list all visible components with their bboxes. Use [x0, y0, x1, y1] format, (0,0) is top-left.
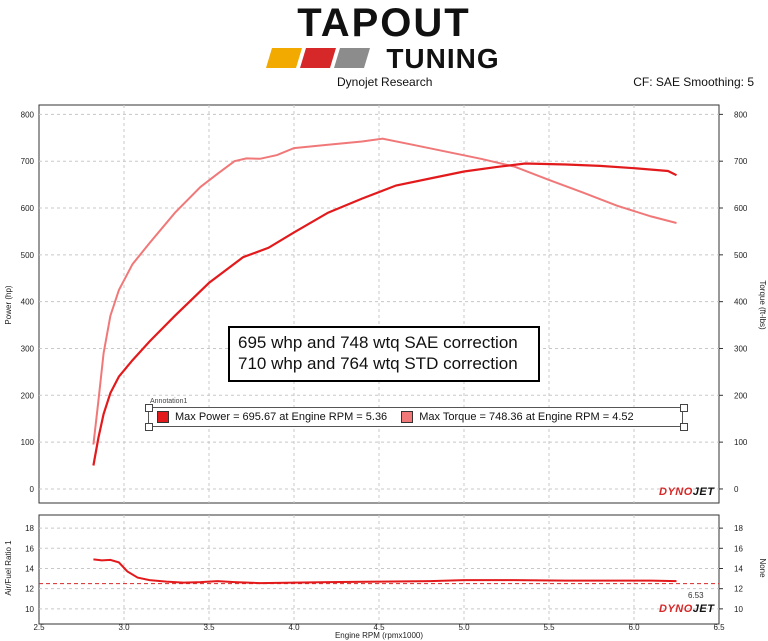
torque-tick-label: 200: [734, 391, 748, 400]
correction-settings-label: CF: SAE Smoothing: 5: [633, 75, 754, 89]
rpm-tick-label: 2.5: [33, 623, 45, 632]
callout-line-std: 710 whp and 764 wtq STD correction: [238, 354, 518, 373]
afr-right-tick-label: 14: [734, 564, 743, 573]
rpm-tick-label: 4.0: [288, 623, 300, 632]
afr-tick-label: 18: [25, 524, 34, 533]
torque-series-line: [92, 137, 677, 445]
power-tick-label: 700: [21, 157, 35, 166]
afr-tick-label: 10: [25, 605, 34, 614]
afr-axis-label: Air/Fuel Ratio 1: [4, 540, 13, 596]
main-gridlines: [39, 105, 719, 503]
power-tick-label: 200: [21, 391, 35, 400]
power-axis-ticks: 0 100 200 300 400 500 600 700 800: [21, 110, 35, 494]
legend-power: Max Power = 695.67 at Engine RPM = 5.36: [157, 411, 387, 423]
power-tick-label: 500: [21, 251, 35, 260]
dynojet-left-afr: DYNO: [659, 603, 693, 615]
rpm-tick-label: 4.5: [373, 623, 385, 632]
max-values-annotation[interactable]: Max Power = 695.67 at Engine RPM = 5.36 …: [148, 407, 683, 427]
afr-right-tick-label: 18: [734, 524, 743, 533]
torque-axis-label: Torque (ft-lbs): [758, 280, 767, 330]
rpm-tick-label: 6.0: [628, 623, 640, 632]
afr-axis-ticks: 10 12 14 16 18: [25, 524, 34, 614]
afr-gridlines: [39, 515, 719, 624]
annotation-handle-bl[interactable]: [145, 423, 153, 431]
torque-axis-ticks: 0 100 200 300 400 500 600 700 800: [719, 110, 748, 494]
torque-tick-label: 300: [734, 344, 748, 353]
afr-tick-label: 14: [25, 564, 34, 573]
afr-series-line: [93, 558, 677, 585]
afr-right-tick-label: 10: [734, 605, 743, 614]
afr-right-axis-ticks: 10 12 14 16 18: [719, 524, 743, 614]
torque-tick-label: 700: [734, 157, 748, 166]
power-tick-label: 800: [21, 110, 35, 119]
legend-torque: Max Torque = 748.36 at Engine RPM = 4.52: [401, 411, 634, 423]
afr-tick-label: 16: [25, 544, 34, 553]
annotation-handle-br[interactable]: [680, 423, 688, 431]
afr-right-axis-label: None: [758, 558, 767, 578]
power-tick-label: 100: [21, 438, 35, 447]
power-tick-label: 0: [30, 485, 35, 494]
torque-tick-label: 0: [734, 485, 739, 494]
power-tick-label: 400: [21, 298, 35, 307]
dynojet-right-afr: JET: [692, 603, 715, 615]
max-torque-text: Max Torque = 748.36 at Engine RPM = 4.52: [419, 411, 634, 423]
tapout-tuning-logo: TAPOUT TUNING: [266, 1, 499, 74]
power-axis-label: Power (hp): [4, 285, 13, 324]
logo-line1: TAPOUT: [297, 1, 470, 45]
rpm-axis-label: Engine RPM (rpmx1000): [335, 631, 423, 640]
torque-tick-label: 800: [734, 110, 748, 119]
rpm-tick-label: 3.5: [203, 623, 215, 632]
annotation-handle-tl[interactable]: [145, 404, 153, 412]
rpm-axis-ticks: 2.5 3.0 3.5 4.0 4.5 5.0 5.5 6.0 6.5: [33, 623, 725, 632]
correction-callout: 695 whp and 748 wtq SAE correction 710 w…: [228, 326, 540, 382]
rpm-tick-label: 5.5: [543, 623, 555, 632]
annotation-handle-tr[interactable]: [680, 404, 688, 412]
power-swatch: [157, 411, 169, 423]
torque-swatch: [401, 411, 414, 423]
rpm-tick-label: 5.0: [458, 623, 470, 632]
dynojet-right: JET: [692, 486, 715, 498]
dynojet-left: DYNO: [659, 486, 693, 498]
power-tick-label: 300: [21, 344, 35, 353]
torque-tick-label: 500: [734, 251, 748, 260]
logo-line2: TUNING: [386, 43, 499, 74]
max-power-text: Max Power = 695.67 at Engine RPM = 5.36: [175, 411, 388, 423]
rpm-tick-label: 3.0: [118, 623, 130, 632]
callout-line-sae: 695 whp and 748 wtq SAE correction: [238, 333, 518, 352]
torque-tick-label: 600: [734, 204, 748, 213]
dynojet-mark-main: DYNOJET: [659, 486, 714, 498]
afr-right-tick-label: 12: [734, 585, 743, 594]
annotation-title: Annotation1: [150, 398, 188, 405]
logo-stripes: [266, 48, 370, 68]
power-series-line: [92, 162, 677, 466]
torque-tick-label: 400: [734, 298, 748, 307]
afr-tick-label: 12: [25, 585, 34, 594]
cursor-readout: 6.53: [688, 591, 704, 600]
torque-tick-label: 100: [734, 438, 748, 447]
dynojet-mark-afr: DYNOJET: [659, 603, 714, 615]
power-tick-label: 600: [21, 204, 35, 213]
rpm-tick-label: 6.5: [713, 623, 725, 632]
dyno-source-label: Dynojet Research: [337, 75, 433, 89]
afr-right-tick-label: 16: [734, 544, 743, 553]
